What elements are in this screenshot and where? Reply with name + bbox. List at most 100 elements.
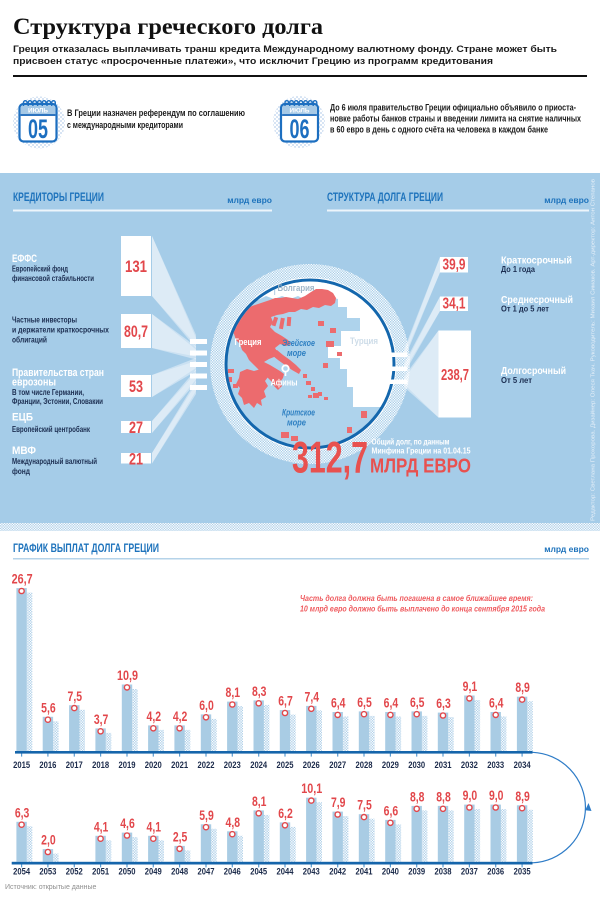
svg-text:ИЮЛЬ: ИЮЛЬ xyxy=(290,107,311,114)
svg-text:еврозоны: еврозоны xyxy=(12,377,56,389)
svg-text:6,3: 6,3 xyxy=(15,804,30,820)
svg-text:10,9: 10,9 xyxy=(117,667,138,683)
svg-text:06: 06 xyxy=(290,114,310,144)
svg-text:2028: 2028 xyxy=(356,760,373,771)
svg-text:СТРУКТУРА ДОЛГА ГРЕЦИИ: СТРУКТУРА ДОЛГА ГРЕЦИИ xyxy=(327,192,443,204)
svg-text:финансовой стабильности: финансовой стабильности xyxy=(12,273,94,283)
svg-text:2052: 2052 xyxy=(66,867,83,878)
svg-text:2025: 2025 xyxy=(277,760,295,771)
svg-text:2039: 2039 xyxy=(408,867,425,878)
svg-text:7,5: 7,5 xyxy=(68,688,83,704)
svg-text:2021: 2021 xyxy=(171,760,189,771)
svg-text:Минфина Греции на 01.04.15: Минфина Греции на 01.04.15 xyxy=(372,446,471,456)
svg-text:море: море xyxy=(287,418,306,428)
svg-text:Структура греческого долга: Структура греческого долга xyxy=(13,14,324,39)
svg-text:2035: 2035 xyxy=(514,867,532,878)
svg-text:8,9: 8,9 xyxy=(515,788,530,804)
svg-text:2044: 2044 xyxy=(277,867,295,878)
svg-text:МВФ: МВФ xyxy=(12,445,36,457)
svg-text:10,1: 10,1 xyxy=(301,780,322,796)
svg-text:8,8: 8,8 xyxy=(436,788,451,804)
svg-text:9,1: 9,1 xyxy=(463,678,478,694)
svg-text:6,7: 6,7 xyxy=(278,693,293,709)
svg-text:присвоен статус «просроченные: присвоен статус «просроченные платежи», … xyxy=(13,56,493,67)
svg-text:6,0: 6,0 xyxy=(199,697,214,713)
svg-text:Часть долга должна быть погаше: Часть долга должна быть погашена в самое… xyxy=(300,593,533,603)
svg-text:новке работы банков страны и в: новке работы банков страны и введении ли… xyxy=(330,114,582,125)
svg-text:7,9: 7,9 xyxy=(331,794,346,810)
svg-text:6,3: 6,3 xyxy=(436,695,451,711)
svg-text:2053: 2053 xyxy=(39,867,56,878)
svg-text:В Греции назначен референдум п: В Греции назначен референдум по соглашен… xyxy=(67,108,245,119)
svg-text:05: 05 xyxy=(28,114,48,144)
svg-text:2045: 2045 xyxy=(250,867,268,878)
svg-text:2037: 2037 xyxy=(461,867,478,878)
svg-text:7,5: 7,5 xyxy=(357,797,372,813)
svg-text:Краткосрочный: Краткосрочный xyxy=(501,256,572,267)
svg-text:Афины: Афины xyxy=(271,378,298,389)
svg-text:От 1 до 5 лет: От 1 до 5 лет xyxy=(501,304,549,314)
svg-text:2024: 2024 xyxy=(250,760,268,771)
svg-text:МЛРД ЕВРО: МЛРД ЕВРО xyxy=(370,455,471,478)
svg-text:2040: 2040 xyxy=(382,867,399,878)
svg-text:В том числе Германии,: В том числе Германии, xyxy=(12,387,84,397)
svg-text:2027: 2027 xyxy=(329,760,346,771)
svg-text:млрд евро: млрд евро xyxy=(544,195,589,205)
svg-text:2032: 2032 xyxy=(461,760,478,771)
svg-text:2018: 2018 xyxy=(92,760,109,771)
svg-text:9,0: 9,0 xyxy=(489,787,504,803)
svg-text:ГРАФИК ВЫПЛАТ ДОЛГА ГРЕЦИИ: ГРАФИК ВЫПЛАТ ДОЛГА ГРЕЦИИ xyxy=(13,543,159,555)
svg-text:5,6: 5,6 xyxy=(41,699,56,715)
svg-text:До 6 июля правительство Греции: До 6 июля правительство Греции официальн… xyxy=(330,103,576,114)
svg-text:ЕЦБ: ЕЦБ xyxy=(12,412,33,424)
svg-text:2017: 2017 xyxy=(66,760,83,771)
svg-text:80,7: 80,7 xyxy=(124,322,148,341)
svg-text:Источник: открытые данные: Источник: открытые данные xyxy=(5,884,97,891)
svg-text:4,2: 4,2 xyxy=(147,708,162,724)
svg-text:2026: 2026 xyxy=(303,760,320,771)
svg-text:4,1: 4,1 xyxy=(94,818,109,834)
svg-text:238,7: 238,7 xyxy=(441,367,469,384)
svg-text:и держатели краткосрочных: и держатели краткосрочных xyxy=(12,325,109,335)
svg-text:2041: 2041 xyxy=(356,867,374,878)
svg-text:облигаций: облигаций xyxy=(12,335,47,345)
svg-text:2,0: 2,0 xyxy=(41,832,56,848)
svg-text:2049: 2049 xyxy=(145,867,162,878)
svg-text:млрд евро: млрд евро xyxy=(544,544,589,554)
svg-text:6,5: 6,5 xyxy=(357,694,372,710)
svg-text:21: 21 xyxy=(129,449,143,468)
svg-text:2030: 2030 xyxy=(408,760,425,771)
svg-text:Болгария: Болгария xyxy=(278,283,315,294)
svg-text:6,5: 6,5 xyxy=(410,694,425,710)
svg-text:8,1: 8,1 xyxy=(226,684,241,700)
svg-text:8,3: 8,3 xyxy=(252,683,267,699)
svg-text:6,4: 6,4 xyxy=(331,695,346,711)
svg-text:2015: 2015 xyxy=(13,760,31,771)
svg-text:3,7: 3,7 xyxy=(94,711,109,727)
svg-text:6,4: 6,4 xyxy=(489,695,504,711)
svg-text:312,7: 312,7 xyxy=(292,434,368,483)
svg-text:2016: 2016 xyxy=(39,760,56,771)
svg-text:млрд евро: млрд евро xyxy=(227,195,272,205)
svg-text:Редактор: Светлана Прохорова.: Редактор: Светлана Прохорова. Дизайнер: … xyxy=(590,179,597,521)
svg-text:Турция: Турция xyxy=(350,336,378,347)
svg-text:Эгейское: Эгейское xyxy=(282,338,315,348)
svg-text:2022: 2022 xyxy=(198,760,215,771)
svg-text:2031: 2031 xyxy=(435,760,453,771)
svg-text:53: 53 xyxy=(129,377,143,396)
svg-text:ЕФФС: ЕФФС xyxy=(12,253,37,265)
svg-text:2054: 2054 xyxy=(13,867,31,878)
svg-text:Европейский центробанк: Европейский центробанк xyxy=(12,424,91,434)
svg-text:Франции, Эстонии, Словакии: Франции, Эстонии, Словакии xyxy=(12,396,103,406)
svg-text:2029: 2029 xyxy=(382,760,399,771)
svg-text:6,4: 6,4 xyxy=(384,695,399,711)
svg-text:Частные инвесторы: Частные инвесторы xyxy=(12,315,77,325)
svg-text:Международный валютный: Международный валютный xyxy=(12,456,97,466)
svg-text:2034: 2034 xyxy=(514,760,532,771)
svg-text:2043: 2043 xyxy=(303,867,320,878)
svg-text:10 млрд евро должно быть выпла: 10 млрд евро должно быть выплачено до ко… xyxy=(300,604,545,614)
svg-text:2048: 2048 xyxy=(171,867,188,878)
svg-text:Греция: Греция xyxy=(235,337,262,348)
svg-text:8,8: 8,8 xyxy=(410,788,425,804)
svg-text:От 5 лет: От 5 лет xyxy=(501,375,532,385)
